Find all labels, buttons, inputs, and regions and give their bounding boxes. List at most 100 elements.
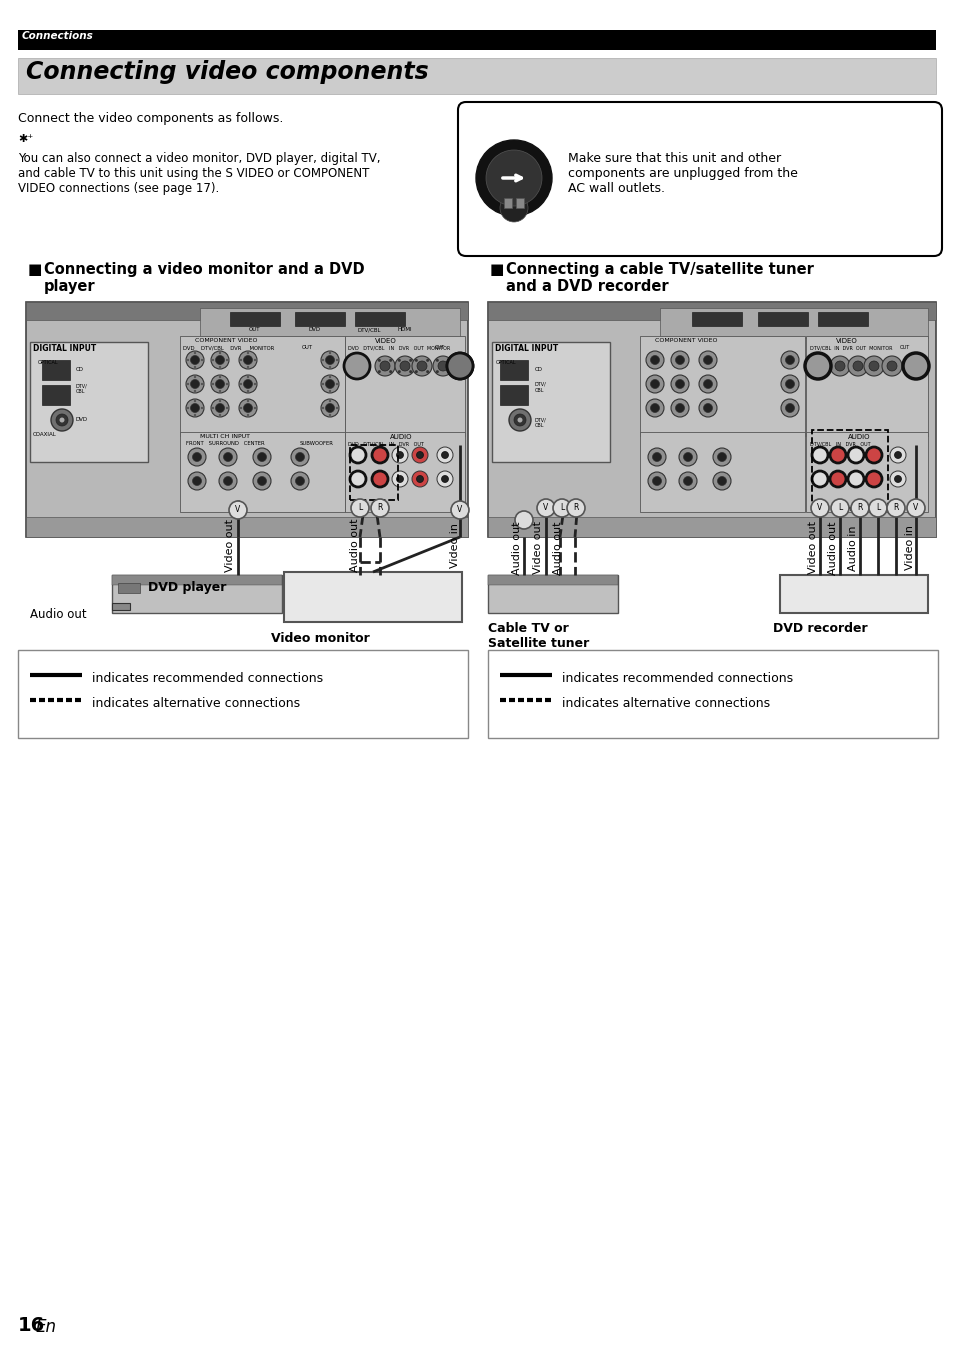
Circle shape (247, 390, 249, 392)
Circle shape (215, 356, 224, 364)
Bar (345, 431, 464, 512)
Circle shape (784, 356, 794, 364)
Circle shape (247, 414, 249, 417)
Circle shape (451, 501, 469, 519)
Circle shape (377, 359, 380, 361)
Text: DVD    DTV/CBL    DVR     MONITOR: DVD DTV/CBL DVR MONITOR (183, 345, 274, 350)
Circle shape (247, 376, 249, 379)
Text: Video out: Video out (807, 522, 817, 574)
Circle shape (447, 353, 473, 379)
Bar (499, 386, 527, 404)
Circle shape (350, 359, 353, 361)
Circle shape (829, 448, 845, 462)
Circle shape (834, 476, 841, 483)
Circle shape (295, 476, 304, 485)
Text: DTV/
CBL: DTV/ CBL (76, 383, 88, 394)
Circle shape (409, 359, 412, 361)
Circle shape (218, 376, 221, 379)
Circle shape (416, 476, 423, 483)
Text: Audio out: Audio out (30, 608, 87, 621)
Circle shape (889, 448, 905, 462)
Circle shape (187, 383, 189, 386)
Circle shape (243, 380, 253, 388)
Bar (488, 650, 937, 737)
Circle shape (329, 376, 331, 379)
Circle shape (226, 383, 228, 386)
Bar (499, 360, 527, 380)
Circle shape (415, 371, 417, 373)
Bar (42, 360, 70, 380)
Text: DVD: DVD (309, 328, 321, 332)
Circle shape (253, 448, 271, 466)
Circle shape (335, 359, 338, 361)
Bar (805, 336, 927, 435)
Text: OUT: OUT (899, 345, 909, 350)
Circle shape (811, 448, 827, 462)
Circle shape (675, 403, 684, 412)
Circle shape (247, 400, 249, 402)
Circle shape (426, 359, 429, 361)
Circle shape (499, 194, 527, 222)
Circle shape (889, 470, 905, 487)
Circle shape (193, 352, 196, 355)
Circle shape (247, 352, 249, 355)
Circle shape (193, 365, 196, 368)
Circle shape (882, 356, 901, 376)
Text: L: L (875, 504, 880, 512)
Circle shape (239, 407, 242, 410)
Bar (230, 311, 280, 326)
Circle shape (389, 359, 392, 361)
Circle shape (476, 140, 552, 216)
Circle shape (392, 448, 408, 462)
Circle shape (834, 452, 841, 458)
Circle shape (886, 499, 904, 518)
Circle shape (239, 375, 256, 394)
Circle shape (679, 472, 697, 491)
Text: Audio out: Audio out (512, 522, 521, 574)
Circle shape (816, 452, 822, 458)
Circle shape (902, 353, 928, 379)
Text: DVD   DTV/CBL   IN   DVR   OUT  MONITOR: DVD DTV/CBL IN DVR OUT MONITOR (348, 345, 450, 350)
Text: Connecting a video monitor and a DVD
player: Connecting a video monitor and a DVD pla… (44, 262, 364, 294)
Circle shape (441, 452, 448, 458)
Circle shape (200, 407, 203, 410)
Circle shape (717, 453, 726, 461)
Text: Connecting a cable TV/satellite tuner
and a DVD recorder: Connecting a cable TV/satellite tuner an… (505, 262, 813, 294)
Circle shape (650, 380, 659, 388)
Circle shape (329, 390, 331, 392)
Bar (18, 650, 468, 737)
Circle shape (372, 448, 388, 462)
Circle shape (781, 399, 799, 417)
Text: VIDEO: VIDEO (375, 338, 396, 344)
Text: COMPONENT VIDEO: COMPONENT VIDEO (194, 338, 257, 342)
Text: DVD player: DVD player (148, 581, 226, 593)
Circle shape (850, 499, 868, 518)
Circle shape (335, 383, 338, 386)
Circle shape (517, 418, 522, 422)
Bar (26, 518, 468, 537)
Circle shape (376, 476, 383, 483)
Circle shape (212, 359, 214, 361)
Circle shape (253, 407, 256, 410)
Bar (26, 302, 468, 537)
Circle shape (325, 403, 335, 412)
Circle shape (416, 452, 423, 458)
Circle shape (464, 371, 467, 373)
Bar (639, 431, 804, 512)
Bar (180, 336, 345, 435)
Circle shape (886, 361, 896, 371)
Text: VIDEO: VIDEO (835, 338, 857, 344)
Text: Audio in: Audio in (847, 526, 857, 570)
Circle shape (682, 476, 692, 485)
Text: DVD: DVD (76, 417, 88, 422)
Text: OPTICAL: OPTICAL (496, 360, 517, 365)
Circle shape (509, 408, 531, 431)
Circle shape (350, 448, 366, 462)
Text: CD: CD (535, 367, 542, 372)
Circle shape (211, 375, 229, 394)
Circle shape (437, 361, 448, 371)
Bar (691, 311, 741, 326)
Bar (758, 311, 807, 326)
Circle shape (344, 353, 370, 379)
Circle shape (812, 361, 822, 371)
